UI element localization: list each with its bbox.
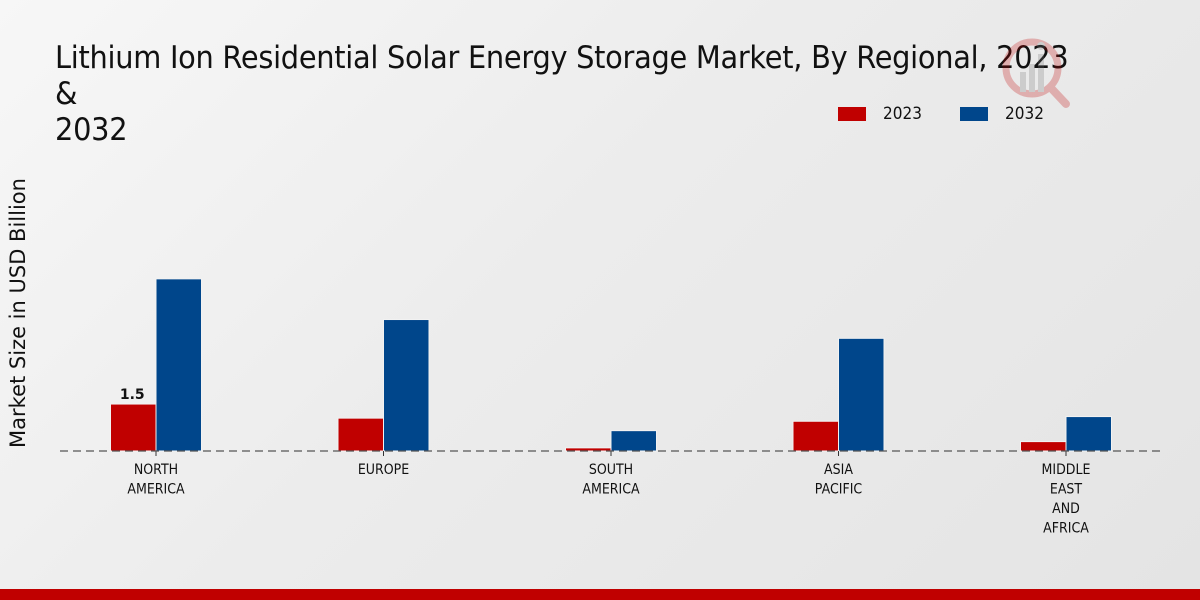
x-tick-label-line: EUROPE	[358, 462, 409, 478]
chart-title: Lithium Ion Residential Solar Energy Sto…	[55, 40, 1097, 148]
legend-item-2032[interactable]: 2032	[960, 104, 1048, 124]
x-tick-label: ASIA PACIFIC	[815, 462, 862, 497]
data-label: 1.5	[120, 387, 145, 403]
x-tick-label-line: ASIA	[824, 462, 853, 478]
legend: 2023 2032	[838, 104, 1083, 124]
chart-title-line-1: Lithium Ion Residential Solar Energy Sto…	[55, 40, 1069, 112]
bar-2032-europe	[383, 319, 430, 452]
x-tick-label-line: AMERICA	[127, 482, 184, 498]
x-tick-label-line: EAST	[1050, 482, 1083, 498]
x-tick-label: MIDDLE EAST AND AFRICA	[1042, 462, 1091, 536]
bar-2032-south-america	[610, 430, 657, 452]
legend-label-2032: 2032	[1005, 104, 1045, 124]
x-tick-label: SOUTH AMERICA	[582, 462, 639, 497]
bar-2023-north-america	[110, 403, 157, 452]
watermark-logo-icon	[1002, 38, 1070, 108]
legend-swatch-2032	[960, 107, 989, 121]
bar-2023-middle-east-and-africa	[1020, 441, 1067, 452]
chart-title-line-2: 2032	[55, 112, 128, 148]
bar-2032-north-america	[155, 278, 202, 452]
legend-label-2023: 2023	[883, 104, 922, 124]
bar-2032-asia-pacific	[838, 337, 885, 452]
legend-item-2023[interactable]: 2023	[838, 104, 926, 124]
x-tick-label-line: NORTH	[134, 462, 178, 478]
legend-swatch-2023	[838, 107, 866, 121]
bar-2023-europe	[337, 417, 384, 452]
x-tick-label-line: PACIFIC	[815, 482, 862, 498]
bar-2032-middle-east-and-africa	[1065, 416, 1112, 452]
x-tick-label: EUROPE	[358, 462, 409, 478]
bar-2023-asia-pacific	[792, 420, 839, 452]
x-tick-label-line: AND	[1052, 501, 1080, 517]
x-tick-label-line: AFRICA	[1043, 521, 1089, 537]
x-tick-label-line: MIDDLE	[1042, 462, 1091, 478]
x-tick-label-line: AMERICA	[582, 482, 639, 498]
x-tick-label-line: SOUTH	[589, 462, 633, 478]
x-tick-label: NORTH AMERICA	[127, 462, 184, 497]
footer-bar	[0, 589, 1200, 600]
